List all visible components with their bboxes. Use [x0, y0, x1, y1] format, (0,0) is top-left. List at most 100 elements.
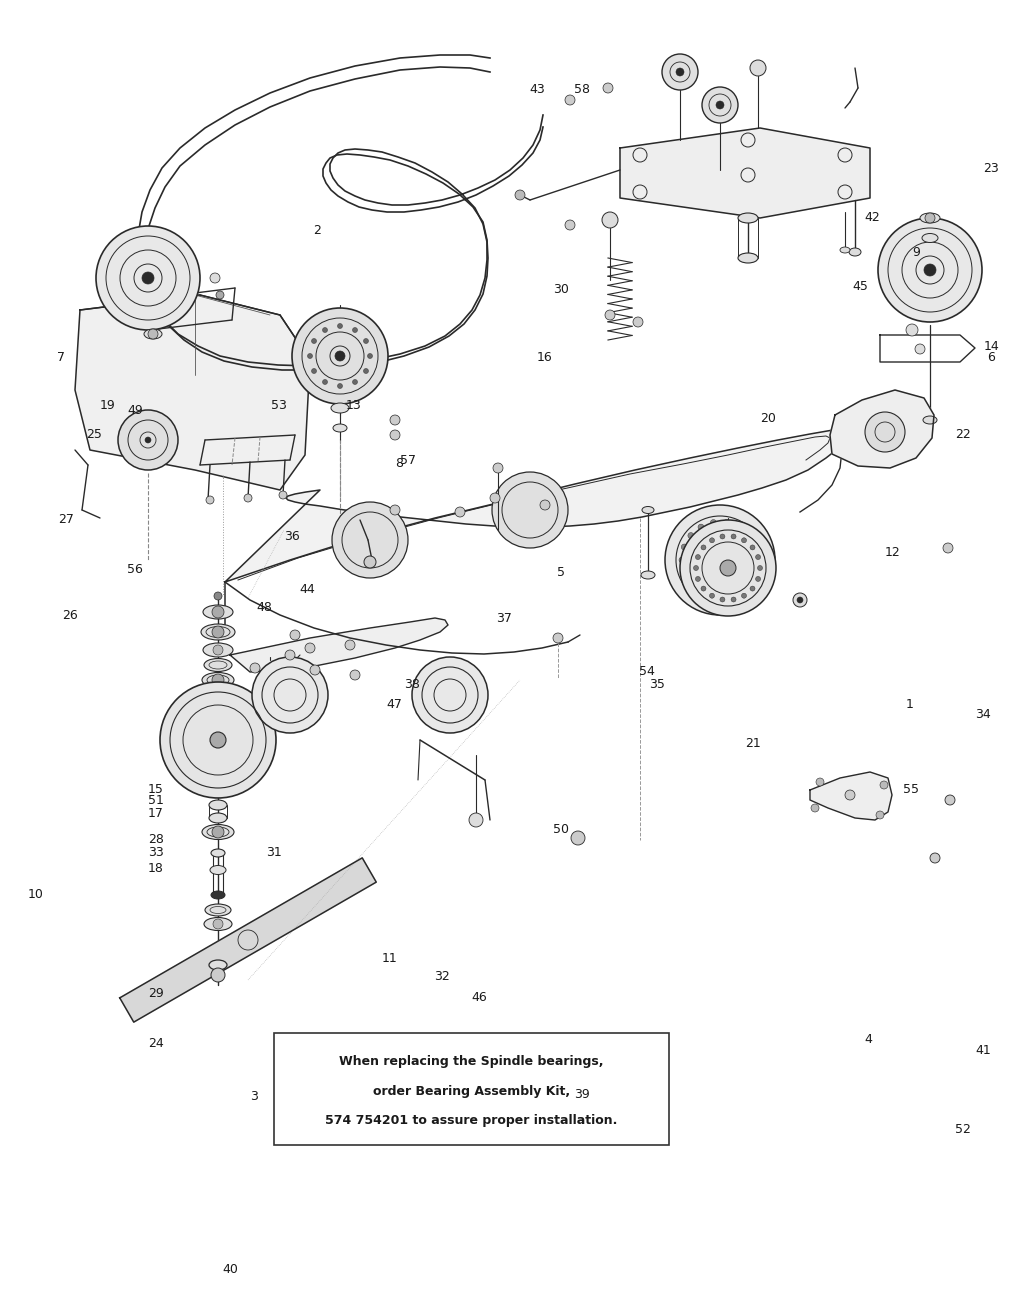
- Text: 58: 58: [573, 83, 590, 96]
- Circle shape: [212, 605, 224, 619]
- Circle shape: [758, 566, 763, 571]
- Text: 1: 1: [905, 697, 913, 711]
- Text: 40: 40: [222, 1263, 239, 1277]
- Circle shape: [364, 338, 369, 343]
- Text: 28: 28: [147, 833, 164, 846]
- Ellipse shape: [209, 800, 227, 811]
- Circle shape: [350, 670, 360, 680]
- Circle shape: [412, 657, 488, 733]
- Circle shape: [816, 778, 824, 786]
- Text: 13: 13: [345, 399, 361, 412]
- Circle shape: [352, 328, 357, 333]
- Text: 15: 15: [147, 783, 164, 796]
- Ellipse shape: [144, 329, 162, 340]
- Circle shape: [711, 520, 717, 525]
- Circle shape: [793, 594, 807, 607]
- Ellipse shape: [209, 959, 227, 970]
- Text: 6: 6: [987, 351, 995, 365]
- Text: 18: 18: [147, 862, 164, 875]
- Text: 56: 56: [127, 563, 143, 576]
- Circle shape: [915, 343, 925, 354]
- Circle shape: [731, 597, 736, 601]
- Circle shape: [693, 566, 698, 571]
- Circle shape: [142, 272, 154, 284]
- Ellipse shape: [920, 213, 940, 222]
- Ellipse shape: [204, 658, 232, 671]
- Ellipse shape: [738, 213, 758, 222]
- Text: 53: 53: [270, 399, 287, 412]
- Text: 42: 42: [864, 211, 881, 224]
- Circle shape: [736, 590, 742, 596]
- Text: 27: 27: [58, 513, 75, 526]
- Ellipse shape: [849, 247, 861, 257]
- Circle shape: [213, 919, 223, 929]
- Circle shape: [311, 368, 316, 374]
- Circle shape: [750, 586, 755, 591]
- Circle shape: [876, 811, 884, 819]
- Circle shape: [633, 317, 643, 326]
- Circle shape: [688, 533, 694, 538]
- Ellipse shape: [205, 904, 231, 916]
- Text: 49: 49: [127, 404, 143, 417]
- Ellipse shape: [210, 866, 226, 875]
- Circle shape: [319, 350, 330, 361]
- Circle shape: [305, 644, 315, 653]
- Polygon shape: [620, 128, 870, 218]
- Text: 29: 29: [147, 987, 164, 1000]
- Circle shape: [214, 592, 222, 600]
- Circle shape: [710, 594, 715, 599]
- Circle shape: [307, 354, 312, 358]
- Circle shape: [701, 545, 706, 550]
- Circle shape: [720, 561, 736, 576]
- Text: 34: 34: [975, 708, 991, 721]
- Circle shape: [878, 218, 982, 322]
- Ellipse shape: [202, 825, 234, 840]
- Text: 574 754201 to assure proper installation.: 574 754201 to assure proper installation…: [326, 1113, 617, 1126]
- Circle shape: [741, 538, 746, 542]
- Ellipse shape: [211, 891, 225, 899]
- Circle shape: [156, 297, 164, 307]
- Text: 19: 19: [99, 399, 116, 412]
- Text: 11: 11: [381, 951, 397, 965]
- Text: 16: 16: [537, 351, 553, 365]
- Circle shape: [250, 663, 260, 672]
- Circle shape: [338, 383, 342, 388]
- Circle shape: [565, 220, 575, 230]
- Circle shape: [698, 590, 705, 596]
- Circle shape: [756, 576, 761, 582]
- Ellipse shape: [641, 571, 655, 579]
- Circle shape: [711, 595, 717, 600]
- Circle shape: [244, 494, 252, 501]
- Circle shape: [943, 544, 953, 553]
- Circle shape: [753, 544, 759, 550]
- Circle shape: [279, 491, 287, 499]
- Circle shape: [880, 780, 888, 790]
- Text: 12: 12: [885, 546, 901, 559]
- Circle shape: [206, 496, 214, 504]
- Ellipse shape: [333, 424, 347, 432]
- Text: When replacing the Spindle bearings,: When replacing the Spindle bearings,: [339, 1054, 604, 1067]
- Text: 54: 54: [639, 665, 655, 678]
- Circle shape: [681, 544, 687, 550]
- Text: 35: 35: [649, 678, 666, 691]
- Polygon shape: [225, 429, 850, 582]
- Ellipse shape: [209, 813, 227, 822]
- Circle shape: [702, 87, 738, 122]
- Circle shape: [571, 830, 585, 845]
- Circle shape: [153, 276, 163, 287]
- Circle shape: [364, 368, 369, 374]
- Text: 43: 43: [529, 83, 546, 96]
- Text: 23: 23: [983, 162, 999, 175]
- Text: 21: 21: [744, 737, 761, 750]
- Text: 26: 26: [61, 609, 78, 622]
- Text: 45: 45: [852, 280, 868, 293]
- Circle shape: [695, 554, 700, 559]
- Text: 3: 3: [250, 1090, 258, 1103]
- Circle shape: [865, 412, 905, 451]
- Circle shape: [390, 430, 400, 440]
- Circle shape: [676, 68, 684, 76]
- Circle shape: [323, 379, 328, 384]
- Circle shape: [490, 494, 500, 503]
- Circle shape: [211, 969, 225, 982]
- Circle shape: [96, 226, 200, 330]
